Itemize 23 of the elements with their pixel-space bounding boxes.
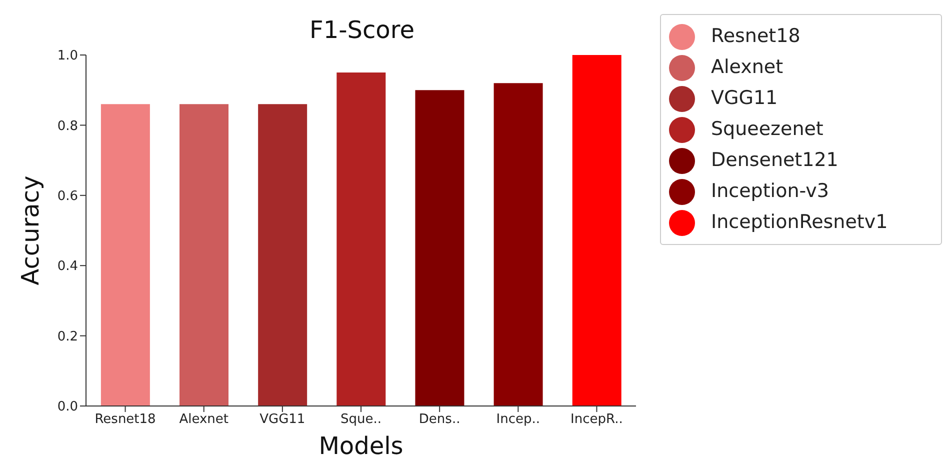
x-axis-title: Models: [318, 432, 404, 460]
x-tick-label: VGG11: [260, 412, 306, 428]
y-tick-label: 1.0: [57, 48, 78, 64]
legend-label: Inception-v3: [711, 179, 829, 204]
legend-label: Squeezenet: [711, 117, 824, 142]
x-tick-label: Alexnet: [179, 412, 229, 428]
y-tick-label: 0.6: [57, 189, 78, 204]
y-tick-label: 0.0: [57, 400, 78, 415]
y-axis-title: Accuracy: [16, 176, 45, 286]
x-tick-label: Resnet18: [94, 412, 156, 428]
y-tick-label: 0.2: [57, 329, 78, 344]
x-tick-label: Dens..: [418, 412, 460, 428]
legend-label: InceptionResnetv1: [711, 210, 888, 235]
legend-label: Alexnet: [711, 55, 784, 80]
y-tick-label: 0.8: [57, 118, 78, 134]
x-tick-label: Incep..: [496, 412, 540, 428]
legend-label: Resnet18: [711, 24, 800, 49]
legend-label: VGG11: [711, 86, 778, 111]
x-tick-label: IncepR..: [570, 412, 623, 428]
chart-title: F1-Score: [308, 16, 416, 44]
legend-label: Densenet121: [711, 148, 838, 173]
x-tick-label: Sque..: [340, 412, 382, 428]
y-tick-label: 0.4: [57, 259, 78, 274]
